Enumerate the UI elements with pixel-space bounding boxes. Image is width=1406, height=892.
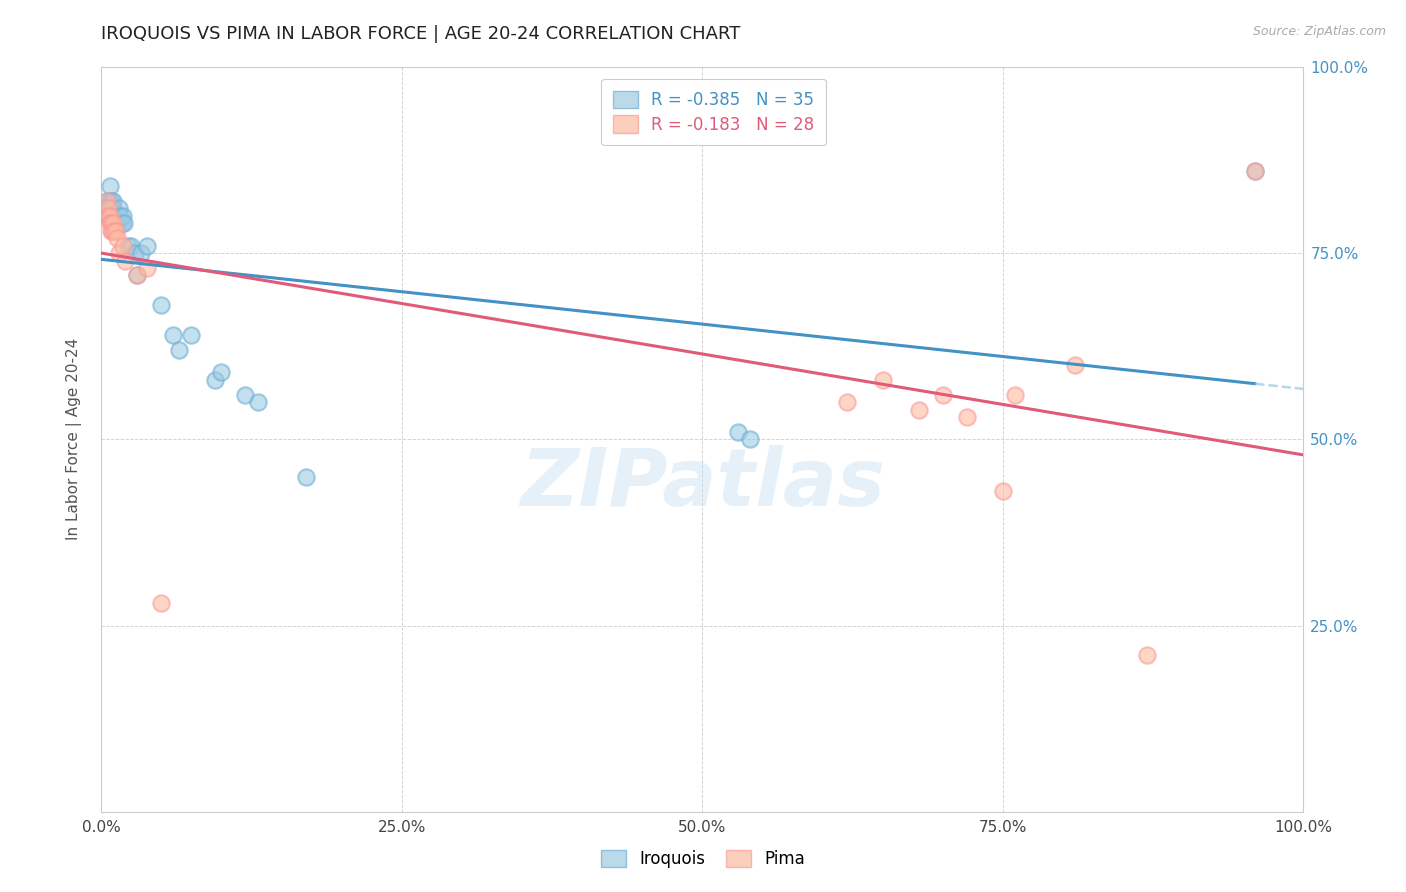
Point [150,596,173,610]
Point [108,246,131,260]
Point [97,209,120,223]
Point [162,328,184,343]
Point [211,365,233,379]
Point [105,231,128,245]
Point [98,209,121,223]
Point [98,216,121,230]
Point [98,179,121,194]
Point [835,395,858,409]
Point [1064,358,1087,372]
Point [727,425,749,439]
Point [101,209,124,223]
Point [103,194,125,208]
Point [204,373,226,387]
Point [100,216,122,230]
Point [169,343,191,357]
Point [120,238,142,252]
Point [100,202,122,216]
Point [1244,164,1267,178]
Point [101,224,124,238]
Point [98,194,121,208]
Point [111,238,134,252]
Point [103,224,125,238]
Y-axis label: In Labor Force | Age 20-24: In Labor Force | Age 20-24 [66,338,82,541]
Point [111,216,134,230]
Text: IROQUOIS VS PIMA IN LABOR FORCE | AGE 20-24 CORRELATION CHART: IROQUOIS VS PIMA IN LABOR FORCE | AGE 20… [101,25,741,43]
Point [96,194,118,208]
Legend: Iroquois, Pima: Iroquois, Pima [595,843,811,875]
Point [1004,387,1026,401]
Text: ZIPatlas: ZIPatlas [520,445,884,523]
Point [135,238,157,252]
Point [991,484,1014,499]
Point [97,202,120,216]
Point [1136,648,1159,663]
Point [96,194,118,208]
Point [294,469,316,483]
Point [100,194,122,208]
Point [104,224,127,238]
Point [129,246,152,260]
Point [108,202,131,216]
Point [110,209,132,223]
Point [117,238,139,252]
Point [872,373,894,387]
Point [1244,164,1267,178]
Point [235,387,257,401]
Point [105,209,128,223]
Point [956,409,979,424]
Point [740,433,762,447]
Point [150,298,173,312]
Point [103,202,125,216]
Point [124,246,146,260]
Point [111,209,134,223]
Point [180,328,202,343]
Point [97,209,120,223]
Point [107,216,129,230]
Point [127,268,149,283]
Point [100,224,122,238]
Point [112,216,135,230]
Legend: R = -0.385   N = 35, R = -0.183   N = 28: R = -0.385 N = 35, R = -0.183 N = 28 [602,79,827,145]
Point [114,253,136,268]
Point [104,216,127,230]
Point [103,216,125,230]
Point [246,395,269,409]
Text: Source: ZipAtlas.com: Source: ZipAtlas.com [1253,25,1386,38]
Point [127,268,149,283]
Point [907,402,929,417]
Point [931,387,953,401]
Point [135,260,157,275]
